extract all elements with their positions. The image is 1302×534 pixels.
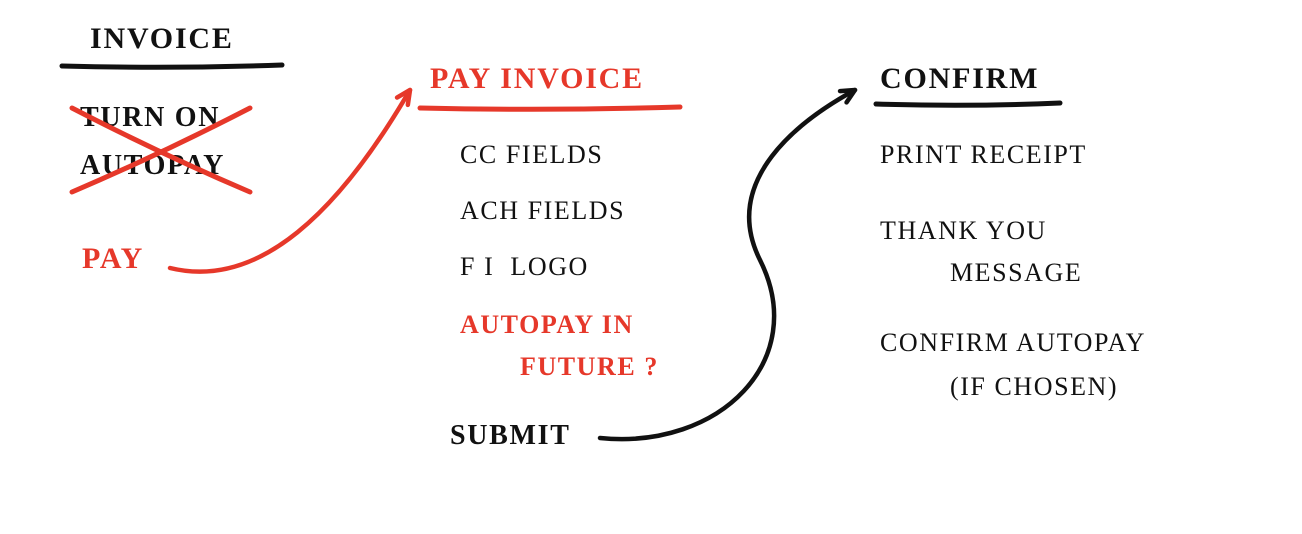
payinvoice-item-cc: CC FIELDS: [460, 140, 603, 170]
confirm-item-auto2: (IF CHOSEN): [950, 372, 1118, 402]
payinvoice-item-ach: ACH FIELDS: [460, 196, 625, 226]
confirm-item-print: PRINT RECEIPT: [880, 140, 1087, 170]
payinvoice-underline: [420, 107, 680, 109]
invoice-heading: INVOICE: [90, 22, 234, 57]
arrowhead-pay: [397, 90, 410, 105]
invoice-item-turn-on: TURN ON: [80, 102, 220, 134]
confirm-underline: [876, 103, 1060, 105]
payinvoice-heading: PAY INVOICE: [430, 62, 644, 97]
payinvoice-item-autopay2: FUTURE ?: [520, 352, 659, 382]
invoice-item-pay: PAY: [82, 242, 144, 277]
diagram-canvas: INVOICE TURN ON AUTOPAY PAY PAY INVOICE …: [0, 0, 1302, 534]
strokes-overlay: [0, 0, 1302, 534]
arrowhead-submit: [840, 90, 855, 102]
payinvoice-item-filogo: F I LOGO: [460, 252, 589, 282]
confirm-item-thank2: MESSAGE: [950, 258, 1082, 288]
invoice-underline: [62, 65, 282, 67]
arrow-submit-to-confirm: [600, 90, 855, 439]
confirm-heading: CONFIRM: [880, 62, 1039, 97]
payinvoice-item-autopay1: AUTOPAY IN: [460, 310, 634, 340]
payinvoice-item-submit: SUBMIT: [450, 420, 571, 452]
confirm-item-thank1: THANK YOU: [880, 216, 1047, 246]
invoice-item-autopay: AUTOPAY: [80, 150, 225, 182]
confirm-item-auto1: CONFIRM AUTOPAY: [880, 328, 1146, 358]
